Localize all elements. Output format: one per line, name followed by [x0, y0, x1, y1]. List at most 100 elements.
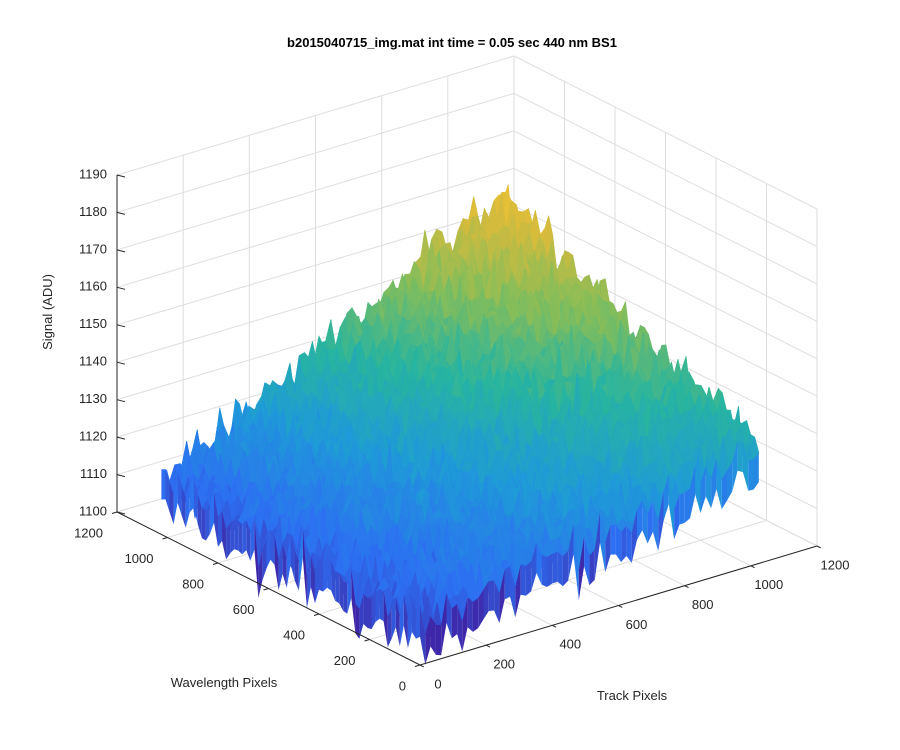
surface-skirt — [488, 580, 495, 611]
surface-skirt — [355, 603, 360, 639]
surface-skirt — [302, 527, 307, 609]
surface-skirt — [705, 466, 712, 509]
surface-skirt — [626, 526, 632, 563]
surface-skirt — [711, 459, 717, 509]
grid-line — [116, 167, 515, 288]
x-tick-label: 800 — [692, 597, 714, 612]
surface-skirt — [536, 543, 542, 585]
surface-skirt — [161, 469, 166, 500]
y-tick-label: 400 — [283, 627, 305, 642]
surface-skirt — [367, 597, 372, 630]
surface-skirt — [278, 543, 283, 591]
grid-line — [513, 92, 818, 247]
surface-skirt — [690, 464, 696, 519]
z-tick — [116, 474, 126, 478]
surface-skirt — [383, 591, 388, 648]
y-tick — [111, 511, 118, 514]
surface-skirt — [254, 519, 259, 598]
surface-skirt — [222, 510, 227, 560]
z-tick — [116, 174, 126, 178]
surface-skirt — [610, 524, 616, 555]
grid-line — [513, 205, 818, 360]
surface-skirt — [695, 464, 701, 514]
x-tick — [816, 545, 822, 549]
grid-line — [116, 92, 515, 213]
surface-skirt — [494, 580, 500, 624]
surface-skirt — [478, 589, 484, 629]
x-tick-label: 1000 — [754, 577, 783, 592]
surface-skirt — [589, 549, 595, 586]
surface-skirt — [226, 523, 231, 560]
surface-skirt — [242, 520, 247, 555]
z-tick — [116, 436, 126, 440]
chart-title: b2015040715_img.mat int time = 0.05 sec … — [287, 35, 617, 50]
surface-skirt — [169, 481, 174, 525]
surface-skirt — [457, 604, 463, 652]
surface-skirt — [568, 524, 574, 581]
surface-skirt — [510, 566, 516, 618]
grid-line — [513, 167, 818, 322]
surface-skirt — [679, 492, 685, 525]
surface-skirt — [407, 602, 412, 649]
x-tick-label: 1200 — [821, 557, 850, 572]
x-tick — [485, 644, 491, 648]
surface-skirt — [201, 508, 206, 541]
y-tick-label: 1200 — [74, 525, 103, 540]
x-tick — [618, 605, 623, 608]
x-tick-label: 200 — [493, 657, 515, 672]
z-tick — [116, 399, 126, 403]
surface-skirt — [246, 520, 251, 561]
surface-skirt — [605, 524, 611, 573]
surface-skirt — [615, 524, 622, 563]
x-tick-label: 600 — [626, 617, 648, 632]
z-tick-label: 1130 — [79, 391, 107, 406]
z-tick-label: 1150 — [79, 316, 107, 331]
surface-skirt — [262, 538, 267, 581]
surface-layer — [161, 184, 760, 665]
surface-skirt — [663, 474, 669, 522]
surface-skirt — [425, 616, 431, 665]
surface-skirt — [578, 536, 585, 601]
z-tick — [116, 361, 126, 365]
surface-skirt — [209, 492, 214, 534]
surface-skirt — [197, 494, 202, 538]
z-tick-label: 1170 — [79, 241, 107, 256]
surface-skirt — [525, 561, 532, 596]
surface-skirt — [668, 474, 675, 540]
grid-line — [513, 55, 818, 210]
surface-skirt — [238, 520, 243, 555]
z-tick-label: 1190 — [79, 166, 107, 181]
surface-skirt — [472, 598, 479, 632]
surface-skirt — [335, 571, 340, 604]
z-tick — [116, 286, 126, 290]
surface-skirt — [647, 501, 653, 544]
surface-skirt — [339, 573, 344, 611]
surface-skirt — [430, 616, 436, 655]
surface-skirt — [573, 524, 579, 601]
surface-skirt — [214, 492, 218, 547]
surface-skirt — [658, 491, 664, 552]
x-tick — [419, 664, 425, 668]
surface-skirt — [395, 597, 400, 647]
surface-skirt — [181, 485, 186, 528]
surface-skirt — [594, 512, 600, 580]
surface-skirt — [375, 588, 380, 622]
surface-skirt — [379, 588, 384, 622]
surface-skirt — [737, 440, 743, 473]
surface-skirt — [520, 564, 526, 596]
y-tick — [414, 664, 421, 667]
z-tick-label: 1120 — [79, 429, 107, 444]
surface-skirt — [234, 519, 239, 551]
surface-skirt — [331, 560, 336, 601]
surface-skirt — [351, 568, 356, 634]
surface-skirt — [177, 472, 182, 516]
y-tick — [364, 639, 370, 642]
surface-skirt — [391, 597, 396, 639]
surface-skirt — [721, 470, 727, 510]
surface-skirt — [399, 595, 404, 647]
surface-skirt — [173, 472, 178, 525]
y-tick-label: 800 — [182, 576, 204, 591]
surface-skirt — [274, 535, 279, 591]
z-tick — [116, 511, 126, 515]
